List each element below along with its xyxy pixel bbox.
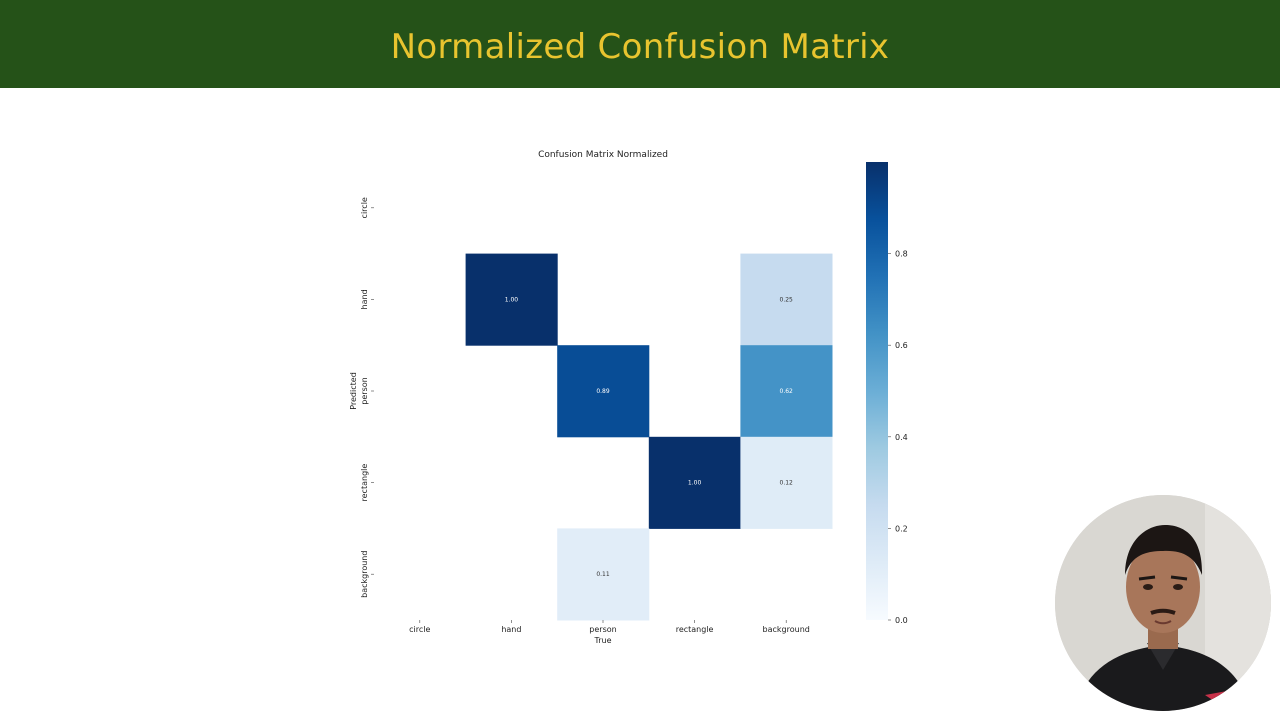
colorbar: [866, 162, 888, 620]
y-tick-label: background: [360, 551, 369, 598]
x-tick-label: hand: [501, 625, 521, 634]
cell-value-label: 1.00: [688, 480, 702, 487]
x-tick-label: person: [589, 625, 616, 634]
y-tick-label: person: [360, 377, 369, 404]
colorbar-tick-label: 0.6: [895, 341, 908, 350]
cell-value-label: 0.25: [780, 296, 794, 303]
heatmap-cell: [740, 436, 833, 529]
slide-title-bar: Normalized Confusion Matrix: [0, 0, 1280, 88]
heatmap-cell: [557, 528, 650, 621]
heatmap-cell: [740, 345, 833, 438]
colorbar-tick-label: 0.4: [895, 433, 908, 442]
slide-title: Normalized Confusion Matrix: [390, 27, 890, 67]
colorbar-tick-label: 0.2: [895, 524, 908, 533]
heatmap-cell: [557, 345, 650, 438]
cell-value-label: 0.62: [780, 388, 794, 395]
cell-value-label: 0.11: [596, 571, 610, 578]
presenter-webcam: [1055, 495, 1271, 711]
heatmap-cell: [465, 253, 558, 346]
colorbar-tick-label: 0.0: [895, 616, 908, 625]
x-axis-label: True: [594, 636, 612, 645]
x-tick-label: rectangle: [676, 625, 714, 634]
x-tick-label: background: [763, 625, 810, 634]
y-tick-label: rectangle: [360, 464, 369, 502]
x-tick-label: circle: [409, 625, 430, 634]
y-axis-label: Predicted: [349, 372, 358, 410]
cell-value-label: 0.12: [780, 480, 794, 487]
heatmap-cell: [740, 253, 833, 346]
heatmap-cell: [648, 436, 741, 529]
presenter-image: [1055, 495, 1271, 711]
y-tick-label: hand: [360, 289, 369, 309]
colorbar-tick-label: 0.8: [895, 250, 908, 259]
chart-title: Confusion Matrix Normalized: [538, 150, 668, 160]
cell-value-label: 0.89: [596, 388, 610, 395]
y-tick-label: circle: [360, 197, 369, 218]
cell-value-label: 1.00: [505, 296, 519, 303]
